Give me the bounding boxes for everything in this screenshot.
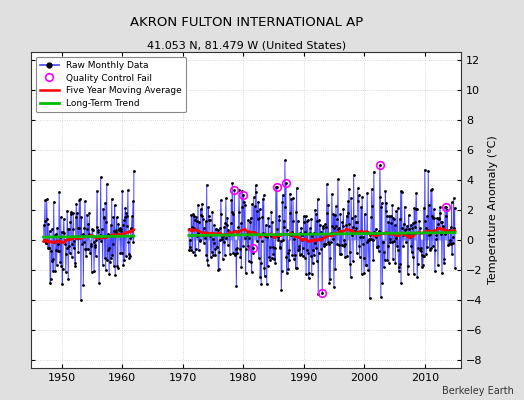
Legend: Raw Monthly Data, Quality Control Fail, Five Year Moving Average, Long-Term Tren: Raw Monthly Data, Quality Control Fail, … <box>36 56 186 112</box>
Text: Berkeley Earth: Berkeley Earth <box>442 386 514 396</box>
Text: AKRON FULTON INTERNATIONAL AP: AKRON FULTON INTERNATIONAL AP <box>129 16 363 29</box>
Y-axis label: Temperature Anomaly (°C): Temperature Anomaly (°C) <box>488 136 498 284</box>
Text: 41.053 N, 81.479 W (United States): 41.053 N, 81.479 W (United States) <box>147 40 346 50</box>
